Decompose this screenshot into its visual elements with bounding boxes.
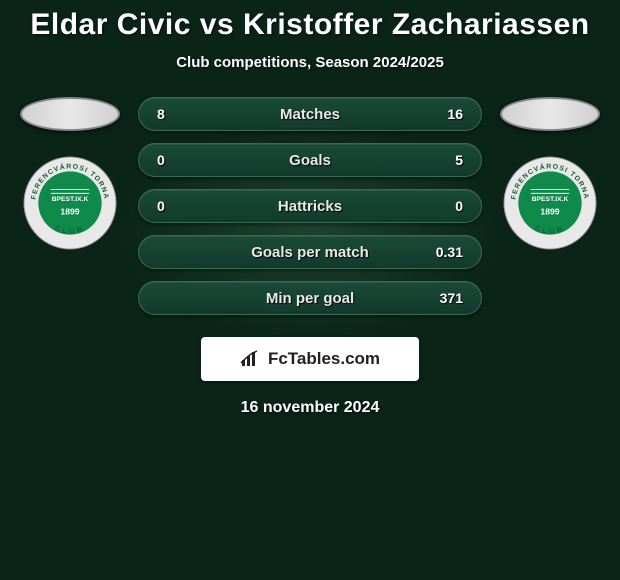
club-badge-right-icon: FERENCVÁROSI TORNA CLUB BPEST.IX.K 1899 [502,155,598,251]
club-badge-left-icon: FERENCVÁROSI TORNA CLUB BPEST.IX.K 1899 [22,155,118,251]
stat-row-min-per-goal: Min per goal 371 [138,281,482,315]
svg-text:1899: 1899 [540,207,559,217]
page-subtitle: Club competitions, Season 2024/2025 [0,54,620,71]
flag-left-icon [20,97,120,131]
stat-row-goals: 0 Goals 5 [138,143,482,177]
flag-right-icon [500,97,600,131]
stat-right-value: 5 [423,152,463,168]
stat-row-matches: 8 Matches 16 [138,97,482,131]
stat-right-value: 16 [423,106,463,122]
stat-right-value: 0 [423,198,463,214]
stats-list: 8 Matches 16 0 Goals 5 0 Hattricks 0 Goa… [138,97,482,315]
brand-box: FcTables.com [201,337,419,381]
stat-right-value: 0.31 [423,244,463,260]
svg-text:BPEST.IX.K: BPEST.IX.K [52,196,89,203]
main-row: FERENCVÁROSI TORNA CLUB BPEST.IX.K 1899 … [0,97,620,315]
stat-left-value: 0 [157,152,197,168]
stat-right-value: 371 [423,290,463,306]
svg-text:1899: 1899 [60,207,79,217]
stat-left-value: 0 [157,198,197,214]
page-title: Eldar Civic vs Kristoffer Zachariassen [0,8,620,42]
stat-left-value: 8 [157,106,197,122]
comparison-card: Eldar Civic vs Kristoffer Zachariassen C… [0,0,620,580]
chart-icon [240,350,262,368]
stat-row-hattricks: 0 Hattricks 0 [138,189,482,223]
player-left-column: FERENCVÁROSI TORNA CLUB BPEST.IX.K 1899 [20,97,120,251]
player-right-column: FERENCVÁROSI TORNA CLUB BPEST.IX.K 1899 [500,97,600,251]
brand-text: FcTables.com [268,349,380,369]
date-label: 16 november 2024 [0,399,620,417]
stat-row-goals-per-match: Goals per match 0.31 [138,235,482,269]
svg-text:BPEST.IX.K: BPEST.IX.K [532,196,569,203]
